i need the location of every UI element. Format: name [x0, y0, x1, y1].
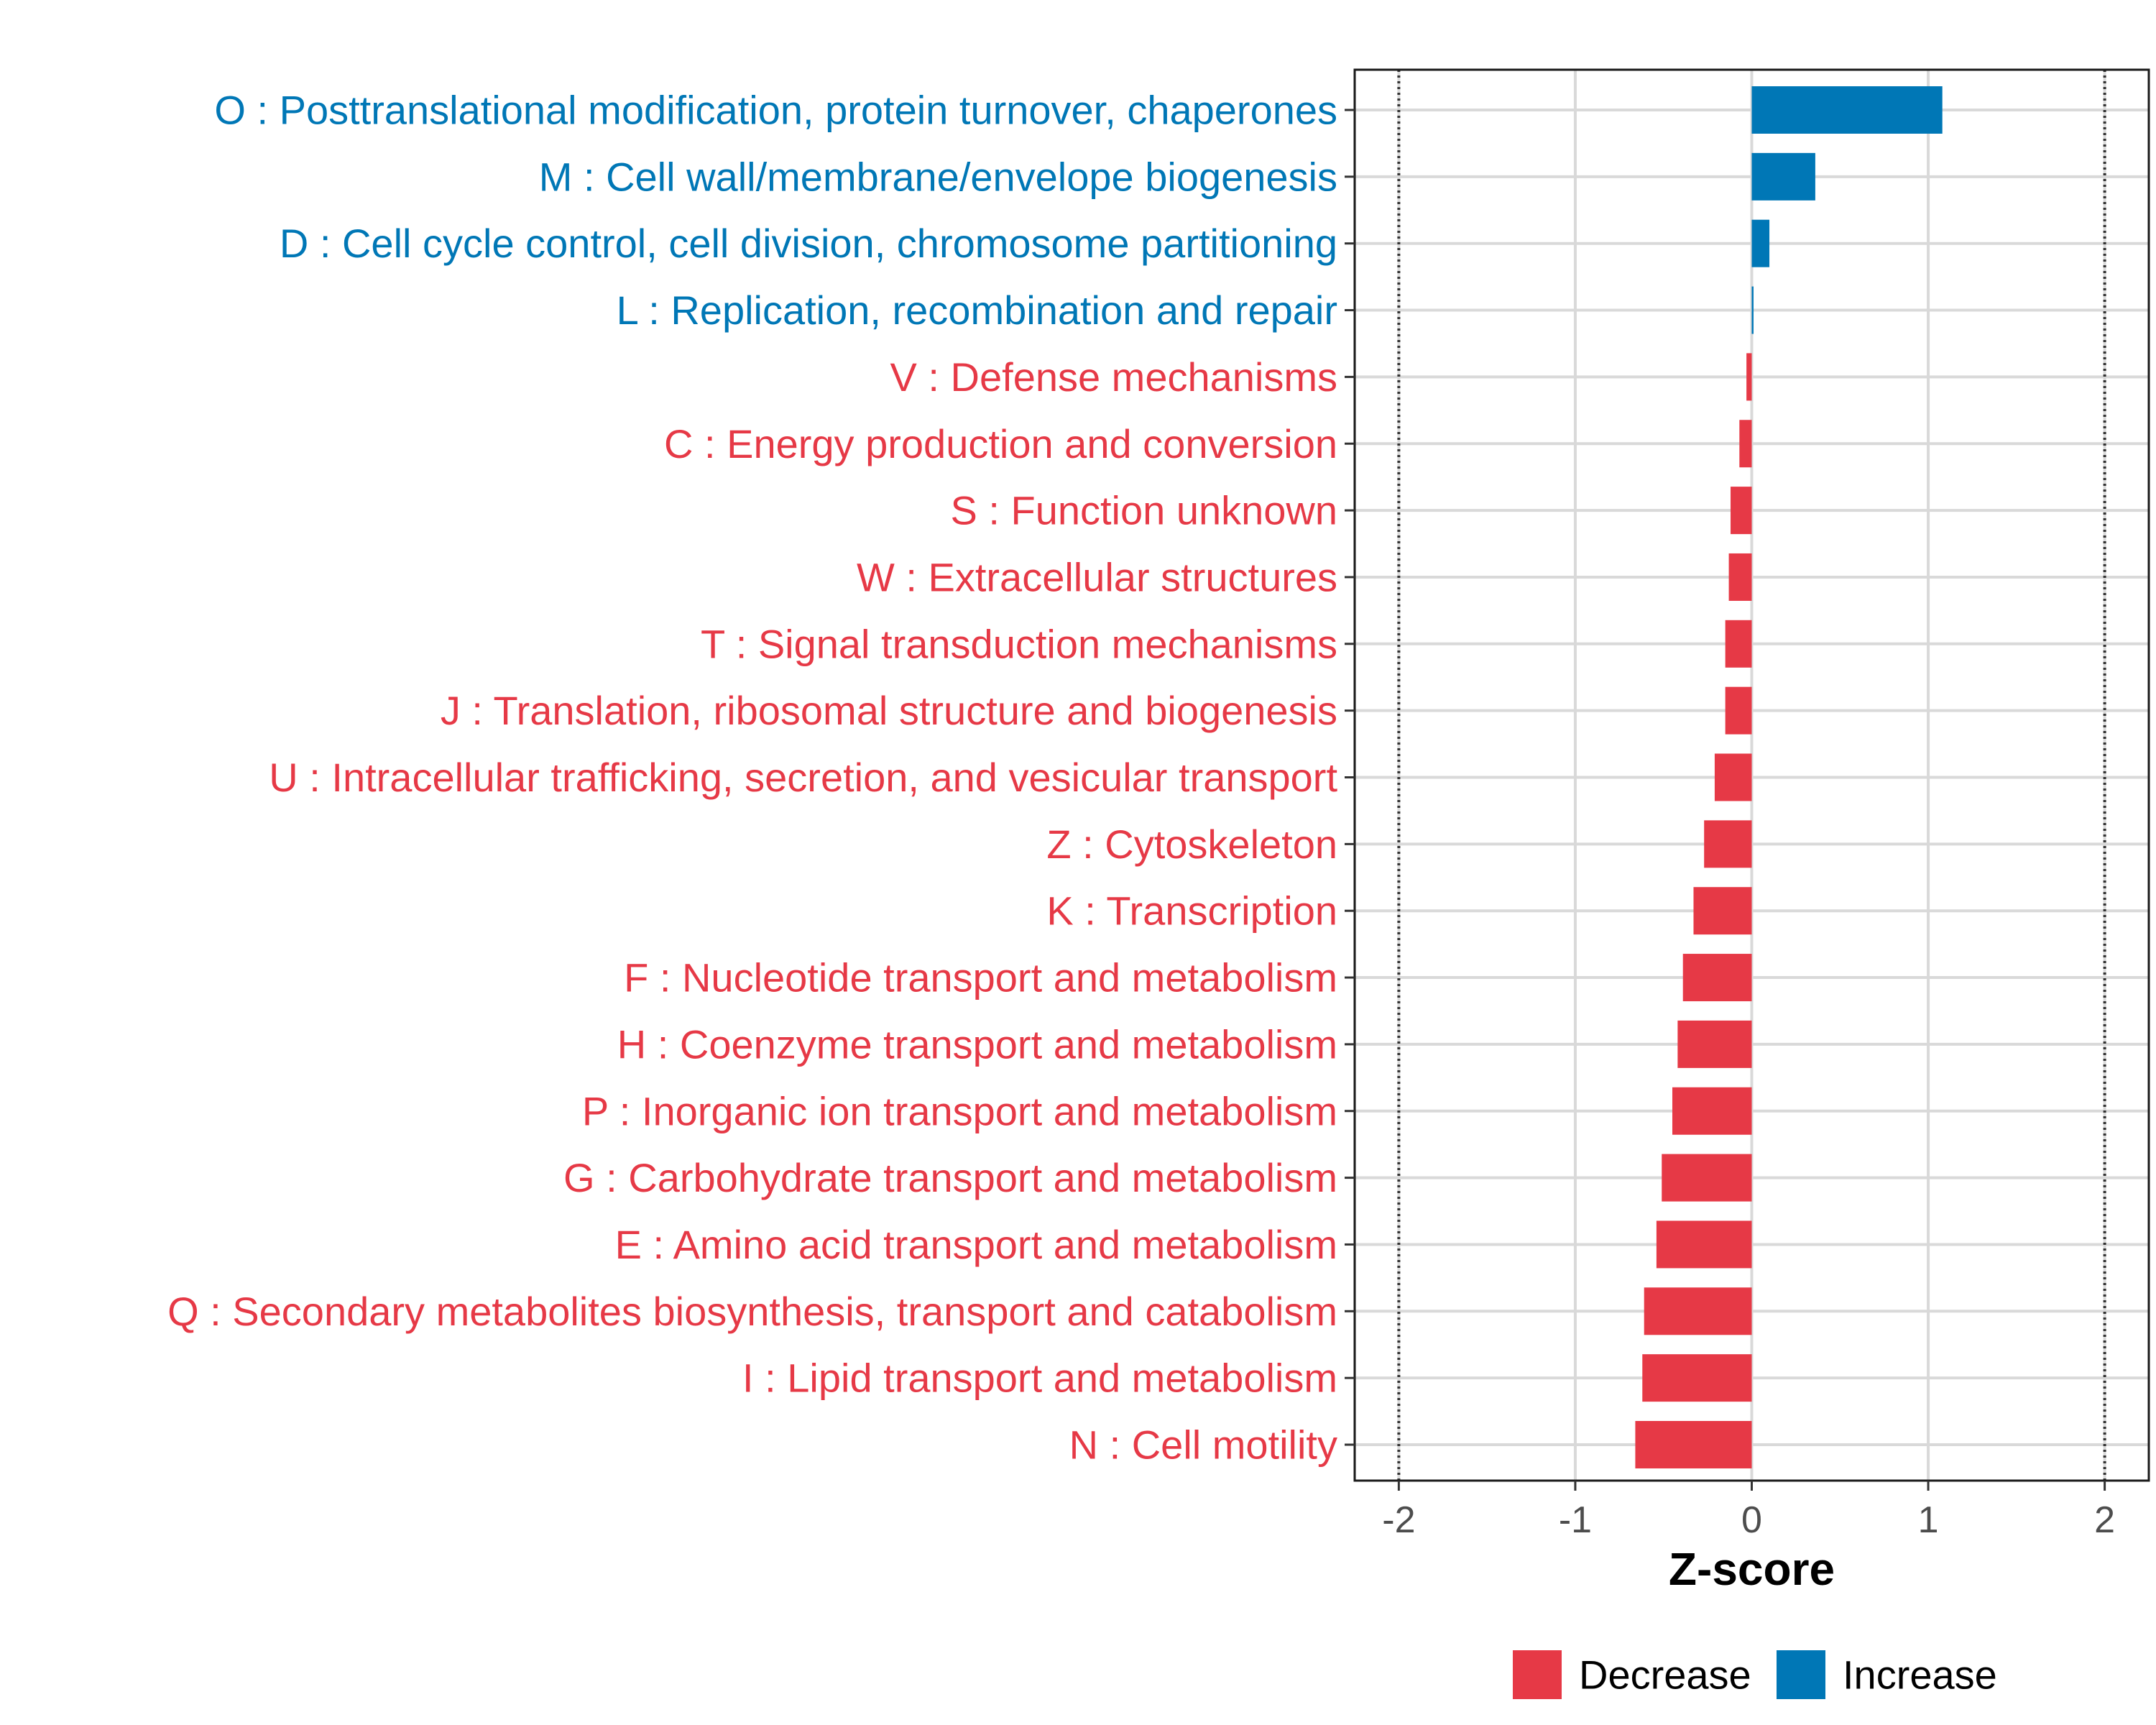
bar-d	[1751, 219, 1770, 267]
category-label: Q : Secondary metabolites biosynthesis, …	[167, 1289, 1337, 1334]
x-tick-label: -2	[1382, 1499, 1415, 1541]
legend-label-increase: Increase	[1843, 1652, 1997, 1698]
x-tick-label: 2	[2094, 1499, 2115, 1541]
bars-layer	[1635, 86, 1943, 1468]
bar-o	[1751, 86, 1943, 134]
bar-t	[1725, 620, 1752, 668]
bar-n	[1635, 1421, 1752, 1468]
category-label: V : Defense mechanisms	[890, 354, 1337, 400]
legend: Decrease Increase	[1513, 1650, 1997, 1699]
bar-z	[1704, 820, 1752, 868]
bar-k	[1693, 887, 1752, 935]
bar-f	[1682, 954, 1752, 1002]
category-label: G : Carbohydrate transport and metabolis…	[563, 1155, 1337, 1200]
bar-v	[1746, 353, 1752, 401]
category-label: W : Extracellular structures	[857, 554, 1337, 599]
bar-m	[1751, 152, 1815, 201]
category-label: K : Transcription	[1046, 888, 1337, 934]
x-axis-title: Z-score	[1669, 1543, 1835, 1595]
bar-e	[1656, 1220, 1752, 1269]
legend-swatch-decrease	[1513, 1650, 1562, 1699]
category-labels: O : Posttranslational modification, prot…	[167, 88, 1355, 1468]
category-label: P : Inorganic ion transport and metaboli…	[582, 1088, 1337, 1133]
bar-g	[1662, 1154, 1752, 1202]
category-label: L : Replication, recombination and repai…	[617, 288, 1337, 333]
bar-q	[1644, 1287, 1752, 1335]
category-label: T : Signal transduction mechanisms	[701, 621, 1337, 666]
bar-j	[1725, 686, 1752, 735]
category-label: Z : Cytoskeleton	[1046, 822, 1337, 867]
legend-label-decrease: Decrease	[1579, 1652, 1751, 1698]
bar-i	[1642, 1354, 1752, 1402]
category-label: C : Energy production and conversion	[664, 421, 1337, 466]
bar-p	[1672, 1087, 1752, 1135]
x-tick-label: 1	[1918, 1499, 1939, 1541]
category-label: H : Coenzyme transport and metabolism	[617, 1021, 1337, 1067]
bar-w	[1728, 553, 1752, 601]
category-label: I : Lipid transport and metabolism	[742, 1356, 1337, 1401]
category-label: U : Intracellular trafficking, secretion…	[269, 755, 1337, 800]
bar-c	[1739, 420, 1752, 468]
bar-u	[1714, 753, 1752, 801]
x-tick-label: -1	[1559, 1499, 1592, 1541]
category-label: O : Posttranslational modification, prot…	[214, 88, 1337, 133]
category-label: J : Translation, ribosomal structure and…	[441, 688, 1337, 733]
category-label: S : Function unknown	[950, 488, 1337, 533]
category-label: D : Cell cycle control, cell division, c…	[280, 221, 1337, 266]
x-axis: -2 -1 0 1 2	[1382, 1481, 2115, 1541]
category-label: M : Cell wall/membrane/envelope biogenes…	[539, 154, 1337, 199]
category-label: F : Nucleotide transport and metabolism	[624, 955, 1337, 1000]
bar-h	[1677, 1020, 1752, 1068]
bar-s	[1731, 487, 1752, 535]
legend-swatch-increase	[1777, 1650, 1825, 1699]
bar-l	[1751, 286, 1754, 334]
x-tick-label: 0	[1741, 1499, 1762, 1541]
category-label: E : Amino acid transport and metabolism	[615, 1222, 1337, 1267]
category-label: N : Cell motility	[1069, 1422, 1337, 1468]
